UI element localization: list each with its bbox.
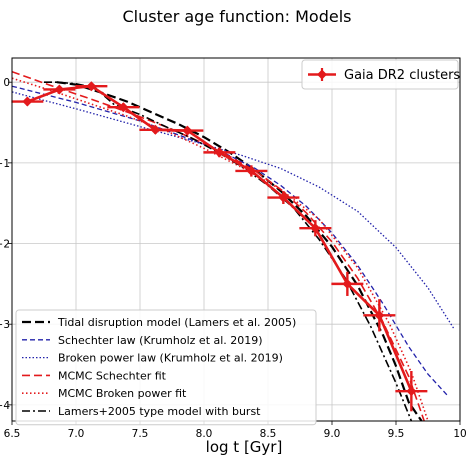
x-tick-label: 8.0: [196, 428, 213, 440]
series-line-1: [12, 85, 448, 396]
x-axis-label: log t [Gyr]: [206, 438, 283, 456]
model-legend-label-5: Lamers+2005 type model with burst: [58, 405, 261, 418]
data-legend-marker: [317, 69, 327, 80]
data-point: [86, 81, 97, 92]
chart-title: Cluster age function: Models: [123, 7, 352, 26]
data-point: [118, 102, 129, 113]
series-line-3: [12, 70, 425, 421]
x-tick-label: 8.5: [260, 428, 277, 440]
series-line-4: [12, 77, 429, 421]
data-legend: Gaia DR2 clusters: [301, 59, 460, 90]
model-legend-label-2: Broken power law (Krumholz et al. 2019): [58, 352, 283, 365]
data-point: [150, 124, 161, 135]
x-tick-label: 7.0: [68, 428, 85, 440]
x-tick-label: 9.0: [324, 428, 341, 440]
data-legend-label: Gaia DR2 clusters: [344, 68, 460, 83]
y-tick-label: −3: [0, 319, 10, 331]
y-tick-label: −4: [0, 400, 10, 412]
y-tick-label: −1: [0, 158, 10, 170]
data-points: [11, 81, 428, 412]
tick-labels: 6.5 7.0 7.5 8.0 8.5 9.0 9.5 10 0 −1 −2 −3 −4: [0, 77, 467, 440]
x-tick-label: 9.5: [388, 428, 405, 440]
x-tick-label: 6.5: [4, 428, 21, 440]
model-legend-label-3: MCMC Schechter fit: [58, 369, 167, 382]
model-legend-box: [15, 309, 317, 426]
data-point: [246, 165, 257, 176]
data-point: [342, 278, 353, 289]
model-legend-label-0: Tidal disruption model (Lamers et al. 20…: [57, 316, 296, 329]
x-tick-label: 10: [453, 428, 466, 440]
data-point: [182, 125, 193, 136]
data-legend-box: [301, 59, 459, 90]
model-curves: [12, 70, 455, 421]
data-point: [406, 386, 417, 397]
series-line-2: [12, 91, 455, 329]
data-point: [214, 147, 225, 158]
data-point: [374, 310, 385, 321]
y-tick-label: 0: [3, 77, 10, 89]
data-point: [278, 192, 289, 203]
data-point: [54, 84, 65, 95]
x-tick-label: 7.5: [132, 428, 149, 440]
model-legend: Tidal disruption model (Lamers et al. 20…: [15, 309, 317, 426]
y-tick-label: −2: [0, 239, 10, 251]
data-point: [310, 223, 321, 234]
data-point: [22, 96, 33, 107]
model-legend-label-1: Schechter law (Krumholz et al. 2019): [58, 334, 263, 347]
model-legend-label-4: MCMC Broken power fit: [58, 387, 187, 400]
series-line-5: [44, 81, 413, 421]
